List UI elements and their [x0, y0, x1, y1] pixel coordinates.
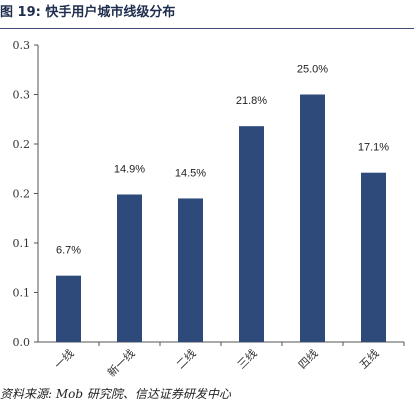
- bar: [361, 172, 386, 342]
- y-tick-label: 0.2: [13, 138, 31, 151]
- data-label: 14.9%: [114, 163, 145, 175]
- bar: [56, 275, 81, 342]
- y-tick-label: 0.3: [13, 39, 31, 52]
- x-tick-label: 三线: [234, 346, 259, 371]
- x-tick-label: 新一线: [104, 346, 137, 379]
- x-tick-label: 一线: [51, 346, 76, 371]
- x-tick-label: 五线: [356, 346, 381, 371]
- data-label: 17.1%: [358, 142, 389, 154]
- data-label: 14.5%: [175, 167, 206, 179]
- y-tick-label: 0.1: [13, 237, 31, 250]
- source-note: 资料来源: Mob 研究院、信达证券研发中心: [0, 387, 231, 401]
- bar: [300, 94, 325, 342]
- title-underline: [0, 28, 414, 29]
- y-tick-label: 0.3: [13, 89, 31, 102]
- bar: [239, 126, 264, 343]
- data-label: 25.0%: [297, 64, 328, 76]
- bar: [117, 194, 142, 342]
- data-label: 21.8%: [236, 95, 267, 107]
- y-tick-label: 0.0: [13, 336, 31, 349]
- figure-title: 图 19: 快手用户城市线级分布: [0, 5, 176, 20]
- x-tick-label: 四线: [295, 346, 320, 371]
- y-tick-label: 0.2: [13, 188, 31, 201]
- y-tick-label: 0.1: [13, 287, 31, 300]
- bar: [178, 198, 203, 342]
- x-tick-label: 二线: [173, 346, 198, 371]
- data-label: 6.7%: [56, 245, 81, 257]
